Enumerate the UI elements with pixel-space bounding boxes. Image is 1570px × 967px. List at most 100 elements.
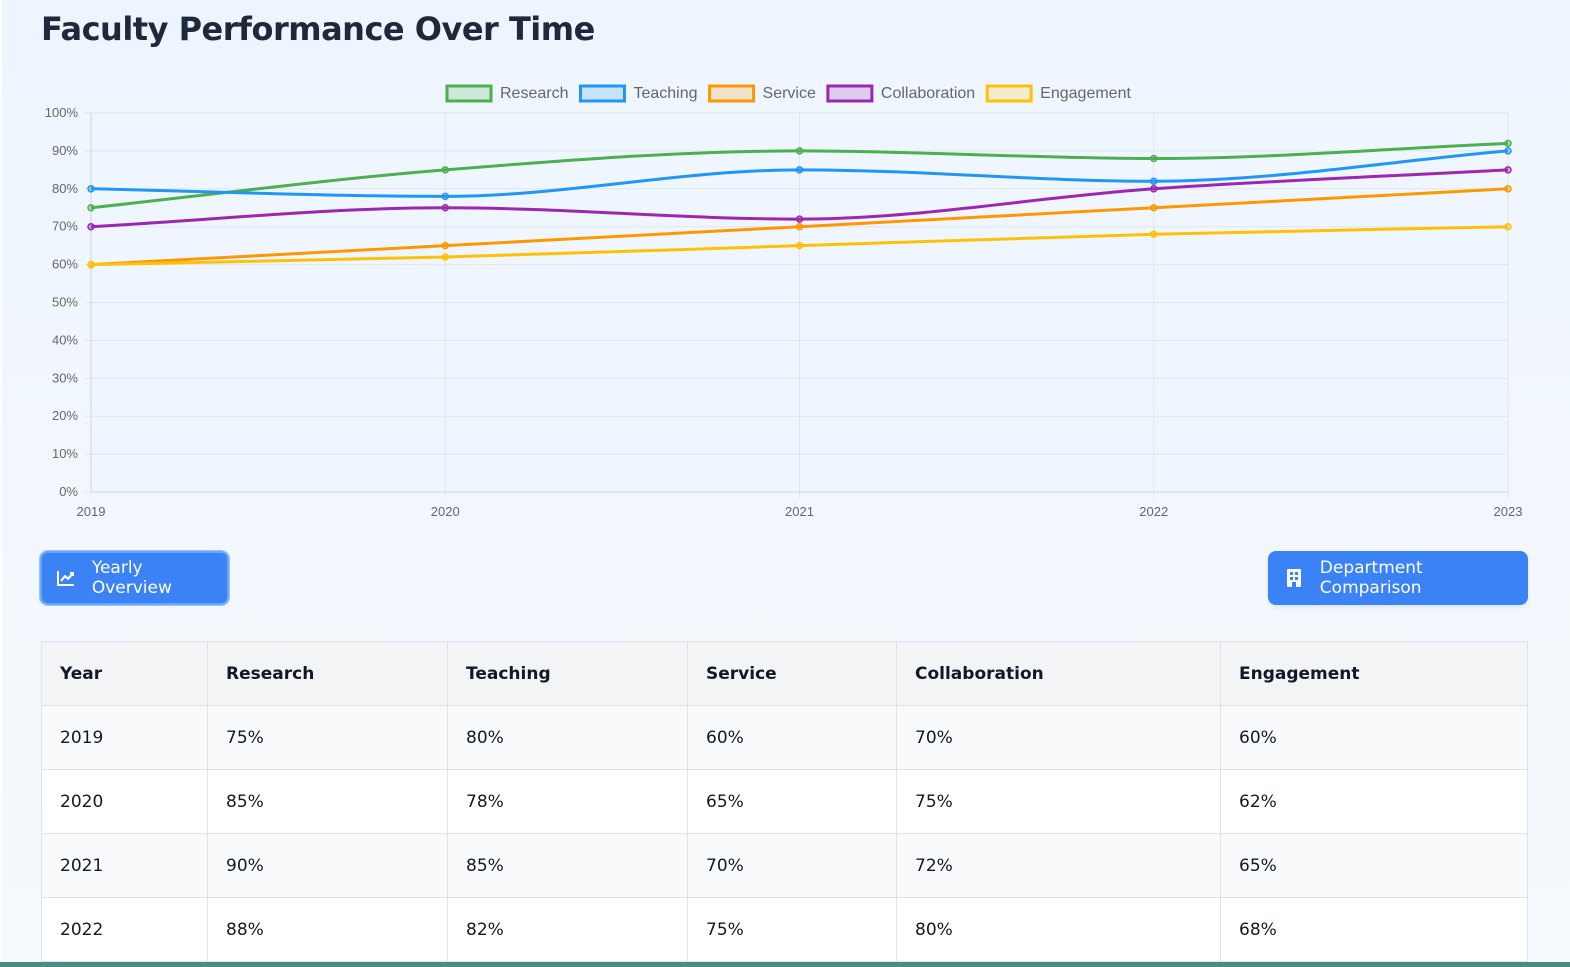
table-cell: 60% bbox=[1220, 705, 1528, 770]
data-point-service bbox=[795, 222, 804, 231]
table-row: 2019 75% 80% 60% 70% 60% bbox=[41, 705, 1528, 770]
header-research: Research bbox=[207, 641, 448, 706]
y-tick-label: 50% bbox=[52, 295, 78, 310]
x-tick-label: 2022 bbox=[1139, 504, 1168, 519]
legend-label-collaboration: Collaboration bbox=[881, 85, 975, 102]
x-tick-label: 2019 bbox=[77, 504, 106, 519]
y-tick-label: 0% bbox=[59, 484, 78, 499]
data-point-engagement bbox=[1504, 222, 1512, 231]
table-cell: 80% bbox=[896, 897, 1221, 962]
table-cell: 75% bbox=[687, 897, 897, 962]
data-point-research bbox=[1504, 139, 1512, 148]
series-line-engagement bbox=[90, 225, 1509, 267]
y-tick-label: 30% bbox=[52, 370, 78, 385]
table-cell: 65% bbox=[687, 769, 897, 834]
table-cell: 70% bbox=[896, 705, 1221, 770]
bottom-strip bbox=[0, 962, 1570, 967]
yearly-overview-label: Yearly Overview bbox=[91, 558, 172, 598]
table-cell: 88% bbox=[207, 897, 448, 962]
legend-swatch-teaching bbox=[578, 84, 626, 103]
series-line-service bbox=[90, 187, 1509, 267]
table-header-row: Year Research Teaching Service Collabora… bbox=[41, 641, 1528, 706]
table-cell: 85% bbox=[207, 769, 448, 834]
data-point-collaboration bbox=[87, 222, 95, 231]
table-cell: 72% bbox=[896, 833, 1221, 898]
data-point-collaboration bbox=[1150, 185, 1158, 193]
header-engagement: Engagement bbox=[1220, 641, 1528, 706]
table-cell: 80% bbox=[447, 705, 688, 770]
table-row: 2021 90% 85% 70% 72% 65% bbox=[41, 833, 1528, 898]
table-row: 2022 88% 82% 75% 80% 68% bbox=[41, 897, 1528, 962]
data-point-engagement bbox=[795, 241, 804, 250]
y-tick-label: 70% bbox=[52, 219, 78, 234]
data-point-collaboration bbox=[795, 215, 804, 223]
table-cell: 85% bbox=[447, 833, 688, 898]
series-line-teaching bbox=[90, 149, 1509, 198]
table-cell: 78% bbox=[447, 769, 688, 834]
x-tick-label: 2021 bbox=[785, 504, 814, 519]
header-service: Service bbox=[687, 641, 897, 706]
chart-legend: Research Teaching Service Collaboration Enga… bbox=[445, 84, 1131, 103]
header-collaboration: Collaboration bbox=[896, 641, 1221, 706]
data-point-research bbox=[87, 204, 95, 212]
frame-edge bbox=[0, 0, 2, 967]
series-line-collaboration bbox=[90, 168, 1509, 229]
y-tick-label: 20% bbox=[52, 408, 78, 423]
legend-swatch-research bbox=[445, 84, 493, 103]
performance-line-chart: 0% 10% 20% 30% 40% 50% 60% 70% 80% 90% 100% 2019 202… bbox=[45, 84, 1523, 519]
data-point-research bbox=[441, 166, 449, 174]
legend-swatch-service bbox=[708, 84, 756, 103]
table-cell: 60% bbox=[687, 705, 897, 770]
y-tick-label: 40% bbox=[52, 332, 78, 347]
x-tick-label: 2020 bbox=[431, 504, 460, 519]
header-teaching: Teaching bbox=[447, 641, 688, 706]
table-cell: 2020 bbox=[41, 769, 208, 834]
data-point-teaching bbox=[1150, 177, 1158, 185]
table-cell: 68% bbox=[1220, 897, 1528, 962]
data-point-research bbox=[1150, 154, 1158, 163]
data-point-teaching bbox=[87, 185, 95, 193]
table-cell: 75% bbox=[207, 705, 448, 770]
legend-swatch-engagement bbox=[985, 84, 1033, 103]
data-point-engagement bbox=[441, 253, 449, 261]
performance-table-container: Year Research Teaching Service Collabora… bbox=[41, 641, 1528, 962]
y-tick-label: 10% bbox=[52, 446, 78, 461]
table-cell: 2021 bbox=[41, 833, 208, 898]
chart-line-icon bbox=[55, 567, 77, 589]
table-cell: 65% bbox=[1220, 833, 1528, 898]
legend-label-engagement: Engagement bbox=[1040, 85, 1131, 102]
table-cell: 90% bbox=[207, 833, 448, 898]
yearly-overview-button[interactable]: Yearly Overview bbox=[40, 551, 229, 605]
data-point-teaching bbox=[441, 192, 449, 201]
table-cell: 82% bbox=[447, 897, 688, 962]
data-point-service bbox=[1504, 185, 1512, 193]
table-cell: 75% bbox=[896, 769, 1221, 834]
data-point-teaching bbox=[795, 166, 804, 174]
x-tick-label: 2023 bbox=[1494, 504, 1523, 519]
legend-label-service: Service bbox=[763, 85, 816, 102]
data-point-engagement bbox=[1150, 230, 1158, 239]
department-comparison-button[interactable]: Department Comparison bbox=[1268, 551, 1528, 605]
table-cell: 2022 bbox=[41, 897, 208, 962]
legend-label-teaching: Teaching bbox=[633, 85, 697, 102]
data-point-service bbox=[1150, 204, 1158, 212]
table-row: 2020 85% 78% 65% 75% 62% bbox=[41, 769, 1528, 834]
table-cell: 70% bbox=[687, 833, 897, 898]
series-line-research bbox=[90, 141, 1509, 210]
legend-swatch-collaboration bbox=[826, 84, 874, 103]
header-year: Year bbox=[41, 641, 208, 706]
data-point-collaboration bbox=[441, 204, 449, 212]
table-cell: 2019 bbox=[41, 705, 208, 770]
y-tick-label: 100% bbox=[45, 105, 79, 120]
department-comparison-label: Department Comparison bbox=[1319, 558, 1423, 598]
page-title: Faculty Performance Over Time bbox=[41, 10, 595, 48]
data-point-teaching bbox=[1504, 147, 1512, 155]
data-point-collaboration bbox=[1504, 166, 1512, 174]
data-point-research bbox=[795, 147, 804, 155]
y-tick-label: 90% bbox=[52, 143, 78, 158]
data-point-engagement bbox=[87, 260, 95, 269]
performance-table: Year Research Teaching Service Collabora… bbox=[41, 641, 1528, 962]
y-tick-label: 80% bbox=[52, 181, 78, 196]
y-tick-label: 60% bbox=[52, 257, 78, 272]
table-cell: 62% bbox=[1220, 769, 1528, 834]
